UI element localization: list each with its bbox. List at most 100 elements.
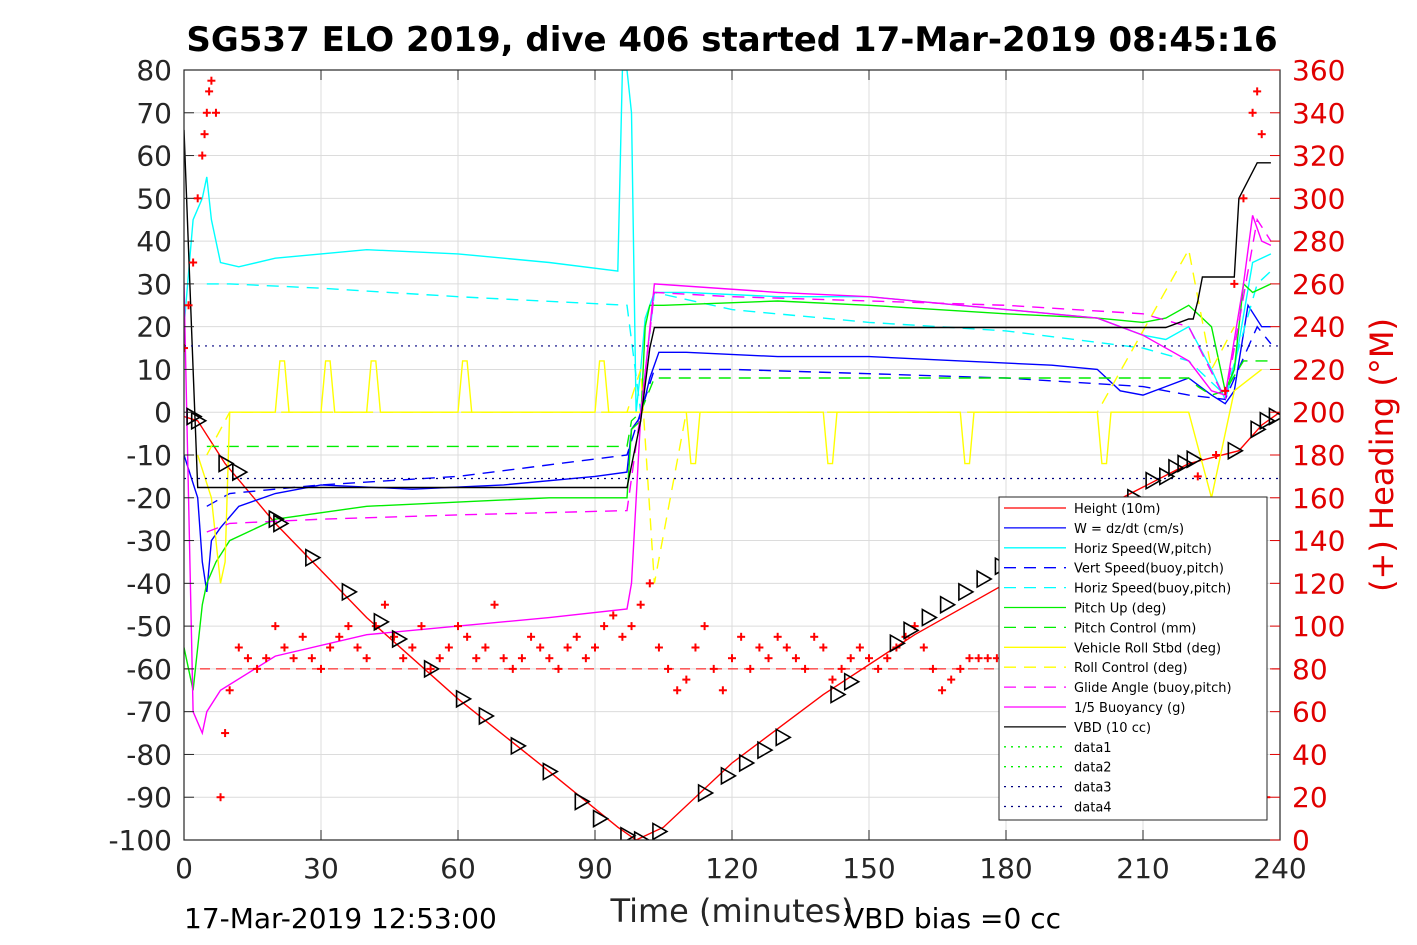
y-left-tick-label: 10 [136, 353, 172, 386]
depth-marker [542, 762, 559, 781]
heading-markers [184, 76, 1271, 802]
y-right-tick-label: 200 [1292, 396, 1345, 429]
heading-point [508, 664, 517, 673]
heading-point [221, 729, 230, 738]
heading-point [965, 654, 974, 663]
heading-point [1221, 386, 1230, 395]
heading-point [481, 643, 490, 652]
heading-point [636, 600, 645, 609]
heading-point [883, 654, 892, 663]
heading-point [317, 664, 325, 673]
series-line-9 [206, 217, 1272, 533]
heading-point [618, 632, 627, 641]
legend-label: data2 [1074, 761, 1112, 776]
y-right-tick-label: 60 [1292, 696, 1328, 729]
depth-marker [738, 753, 756, 773]
legend-label: Horiz Speed(buoy,pitch) [1074, 582, 1231, 597]
heading-point [1193, 472, 1202, 481]
x-tick-label: 0 [175, 852, 193, 885]
heading-point [435, 654, 444, 663]
heading-point [837, 664, 846, 673]
heading-point [1253, 87, 1262, 96]
legend-label: Vert Speed(buoy,pitch) [1074, 562, 1224, 577]
heading-point [444, 643, 453, 652]
legend-label: Vehicle Roll Stbd (deg) [1074, 641, 1221, 656]
y-left-tick-label: -100 [108, 824, 172, 857]
heading-point [289, 654, 298, 663]
depth-marker [903, 621, 920, 640]
heading-point [205, 87, 214, 96]
heading-point [280, 643, 289, 652]
legend-label: Horiz Speed(W,pitch) [1074, 542, 1212, 557]
y-right-tick-label: 260 [1292, 268, 1345, 301]
heading-point [527, 632, 536, 641]
depth-marker [478, 706, 496, 726]
heading-point [554, 664, 563, 673]
heading-point [184, 301, 193, 310]
y-left-tick-label: -30 [126, 525, 172, 558]
depth-marker [1177, 454, 1194, 473]
y-left-tick-label: 80 [136, 54, 172, 87]
heading-point [262, 654, 271, 663]
y-right-tick-label: 280 [1292, 225, 1345, 258]
depth-marker [958, 582, 975, 602]
y-left-tick-label: 30 [136, 268, 172, 301]
y-right-tick-label: 40 [1292, 738, 1328, 771]
depth-markers [186, 407, 1280, 840]
heading-point [198, 151, 207, 160]
legend-label: Pitch Up (deg) [1074, 602, 1166, 617]
axis-ticks: 0 30 60 90 120 150 180 210 24080706050403020100-… [108, 54, 1345, 885]
y-left-tick-label: -20 [126, 482, 172, 515]
y-right-tick-label: 160 [1292, 482, 1345, 515]
heading-point [682, 675, 691, 684]
depth-marker [268, 509, 285, 529]
heading-point [207, 76, 216, 85]
legend-label: data4 [1074, 801, 1112, 816]
heading-point [499, 654, 508, 663]
legend-label: data3 [1074, 781, 1112, 796]
heading-point [234, 643, 243, 652]
heading-point [673, 686, 682, 695]
series-lines [184, 70, 1280, 840]
heading-point [545, 654, 554, 663]
heading-point [728, 654, 736, 663]
y-left-tick-label: -10 [126, 439, 172, 472]
depth-marker [1259, 411, 1276, 431]
depth-marker [273, 514, 290, 533]
series-line-2 [184, 70, 1272, 413]
heading-point [344, 622, 353, 631]
legend-label: W = dz/dt (cm/s) [1074, 522, 1184, 537]
x-tick-label: 90 [577, 852, 613, 885]
heading-point [353, 643, 362, 652]
y-left-tick-label: -60 [126, 653, 172, 686]
heading-point [189, 258, 198, 267]
heading-point [810, 632, 819, 641]
heading-point [1248, 108, 1257, 117]
heading-point [709, 664, 718, 673]
legend-label: data1 [1074, 741, 1112, 756]
legend-label: Roll Control (deg) [1074, 661, 1188, 676]
legend-label: 1/5 Buoyancy (g) [1074, 701, 1185, 716]
heading-point [947, 675, 956, 684]
series-line-8 [206, 247, 1235, 584]
heading-point [1257, 130, 1266, 139]
heading-point [326, 643, 335, 652]
heading-point [654, 643, 663, 652]
heading-point [782, 643, 791, 652]
x-axis-label: Time (minutes) [610, 892, 854, 930]
heading-point [380, 600, 389, 609]
depth-marker [939, 595, 957, 615]
heading-point [335, 632, 344, 641]
y-right-tick-label: 20 [1292, 781, 1328, 814]
series-line-10 [184, 215, 1272, 736]
y-left-tick-label: 60 [136, 140, 172, 173]
heading-point [855, 643, 864, 652]
y-left-tick-label: 20 [136, 311, 172, 344]
heading-point [563, 643, 572, 652]
x-tick-label: 120 [705, 852, 758, 885]
y-right-tick-label: 360 [1292, 54, 1345, 87]
depth-marker [843, 672, 861, 692]
heading-point [1239, 194, 1248, 203]
x-tick-label: 30 [303, 852, 339, 885]
legend-box [998, 496, 1268, 821]
